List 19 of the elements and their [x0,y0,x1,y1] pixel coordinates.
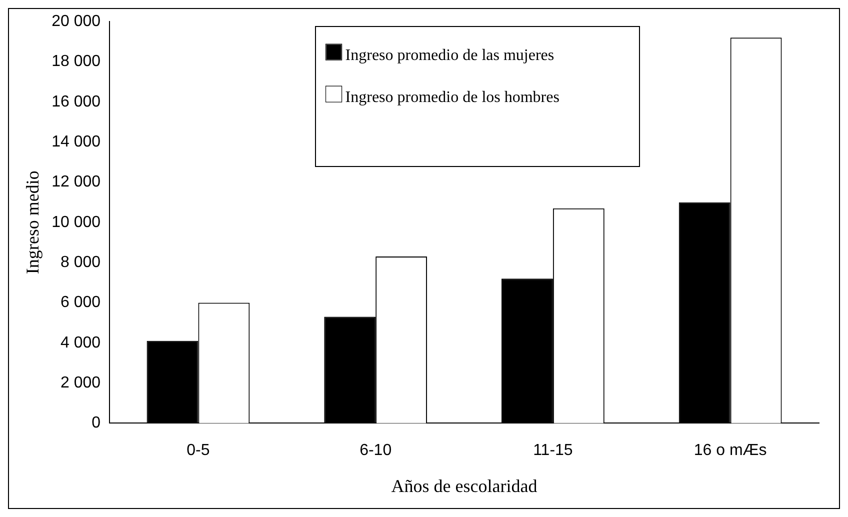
y-tick-label: 6 000 [60,294,101,312]
y-tick-label: 0 [92,414,101,432]
y-tick-label: 2 000 [60,374,101,392]
y-axis-title: Ingreso medio [22,170,43,274]
x-tick-label: 6-10 [360,442,392,460]
y-tick-label: 4 000 [60,334,101,352]
x-tick-label: 0-5 [186,442,210,460]
y-tick-label: 18 000 [52,53,101,70]
y-tick-label: 12 000 [52,174,101,191]
y-tick-label: 14 000 [52,133,101,150]
x-tick-label: 11-15 [533,442,573,460]
x-axis-title: Años de escolaridad [391,476,538,496]
y-tick-label: 16 000 [52,93,101,110]
legend-label: Ingreso promedio de los hombres [345,88,560,106]
x-tick-label: 16 o mÆs [694,442,767,460]
legend-label: Ingreso promedio de las mujeres [345,46,554,64]
y-tick-label: 10 000 [52,214,101,231]
y-tick-label: 8 000 [60,254,101,271]
y-tick-label: 20 000 [52,13,101,30]
